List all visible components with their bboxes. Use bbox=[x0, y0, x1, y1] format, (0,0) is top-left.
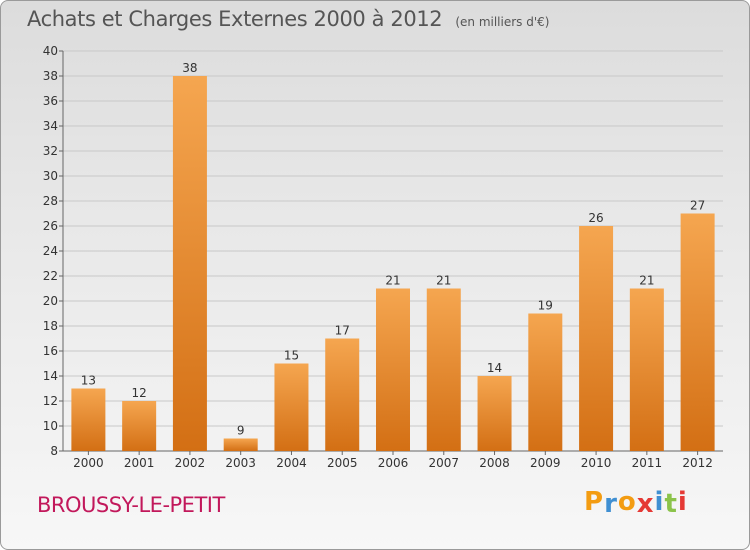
bar-2008 bbox=[477, 376, 512, 451]
bar-2005 bbox=[325, 338, 360, 451]
x-tick-label-2009: 2009 bbox=[530, 456, 561, 470]
bar-2007 bbox=[426, 288, 461, 451]
logo-letter: r bbox=[604, 489, 618, 519]
data-label-2001: 12 bbox=[132, 386, 147, 400]
logo-letter: x bbox=[636, 489, 655, 519]
logo-letter: i bbox=[677, 487, 688, 517]
data-label-2000: 13 bbox=[81, 374, 96, 388]
data-label-2009: 19 bbox=[538, 299, 553, 313]
bars bbox=[71, 76, 715, 451]
labels: 8 10 12 14 16 18 20 22 24 26 28 30 32 34 36 38 40 13 2000 1… bbox=[43, 44, 713, 470]
x-tick-label-2004: 2004 bbox=[276, 456, 307, 470]
chart-title-block: Achats et Charges Externes 2000 à 2012 (… bbox=[27, 7, 549, 31]
y-tick-label: 16 bbox=[43, 344, 58, 358]
data-label-2002: 38 bbox=[182, 61, 197, 75]
bar-2006 bbox=[376, 288, 410, 451]
x-tick-label-2003: 2003 bbox=[225, 456, 256, 470]
x-tick-label-2006: 2006 bbox=[378, 456, 409, 470]
bar-2010 bbox=[579, 226, 614, 451]
x-tick-label-2008: 2008 bbox=[479, 456, 510, 470]
y-tick-label: 14 bbox=[43, 369, 58, 383]
y-tick-label: 10 bbox=[43, 419, 58, 433]
logo-letter: t bbox=[664, 489, 678, 519]
x-tick-label-2007: 2007 bbox=[428, 456, 459, 470]
data-label-2005: 17 bbox=[335, 324, 350, 338]
x-tick-label-2002: 2002 bbox=[175, 456, 206, 470]
data-label-2007: 21 bbox=[436, 274, 451, 288]
y-tick-label: 18 bbox=[43, 319, 58, 333]
y-tick-label: 12 bbox=[43, 394, 58, 408]
x-tick-label-2001: 2001 bbox=[124, 456, 155, 470]
data-label-2010: 26 bbox=[588, 211, 603, 225]
x-tick-label-2005: 2005 bbox=[327, 456, 358, 470]
bar-2002 bbox=[172, 76, 207, 451]
y-tick-label: 22 bbox=[43, 269, 58, 283]
bar-2000 bbox=[71, 388, 106, 451]
x-tick-label-2012: 2012 bbox=[682, 456, 713, 470]
logo-letter: o bbox=[617, 487, 637, 517]
proxiti-logo: Proxiti bbox=[584, 487, 688, 519]
y-tick-label: 26 bbox=[43, 219, 58, 233]
bar-2004 bbox=[274, 363, 309, 451]
chart-title: Achats et Charges Externes 2000 à 2012 bbox=[27, 7, 443, 31]
data-label-2006: 21 bbox=[385, 274, 400, 288]
chart-subtitle: (en milliers d'€) bbox=[455, 15, 550, 29]
x-tick-label-2000: 2000 bbox=[73, 456, 104, 470]
y-tick-label: 40 bbox=[43, 44, 58, 58]
bar-2001 bbox=[122, 401, 157, 451]
x-tick-label-2010: 2010 bbox=[581, 456, 612, 470]
y-tick-label: 24 bbox=[43, 244, 58, 258]
data-label-2012: 27 bbox=[690, 199, 705, 213]
data-label-2004: 15 bbox=[284, 349, 299, 363]
data-label-2003: 9 bbox=[237, 424, 245, 438]
logo-letter: P bbox=[584, 487, 605, 517]
y-tick-label: 38 bbox=[43, 69, 58, 83]
bar-2003 bbox=[223, 438, 258, 451]
y-tick-label: 34 bbox=[43, 119, 58, 133]
bar-2009 bbox=[528, 313, 563, 451]
bar-2011 bbox=[629, 288, 664, 451]
y-tick-label: 8 bbox=[50, 444, 58, 458]
y-tick-label: 36 bbox=[43, 94, 58, 108]
y-tick-label: 20 bbox=[43, 294, 58, 308]
y-tick-label: 32 bbox=[43, 144, 58, 158]
bar-2012 bbox=[680, 213, 715, 451]
y-tick-label: 30 bbox=[43, 169, 58, 183]
y-tick-label: 28 bbox=[43, 194, 58, 208]
data-label-2011: 21 bbox=[639, 274, 654, 288]
data-label-2008: 14 bbox=[487, 361, 502, 375]
logo-letter: i bbox=[654, 487, 665, 517]
x-tick-label-2011: 2011 bbox=[632, 456, 663, 470]
commune-name: BROUSSY-LE-PETIT bbox=[37, 493, 225, 517]
